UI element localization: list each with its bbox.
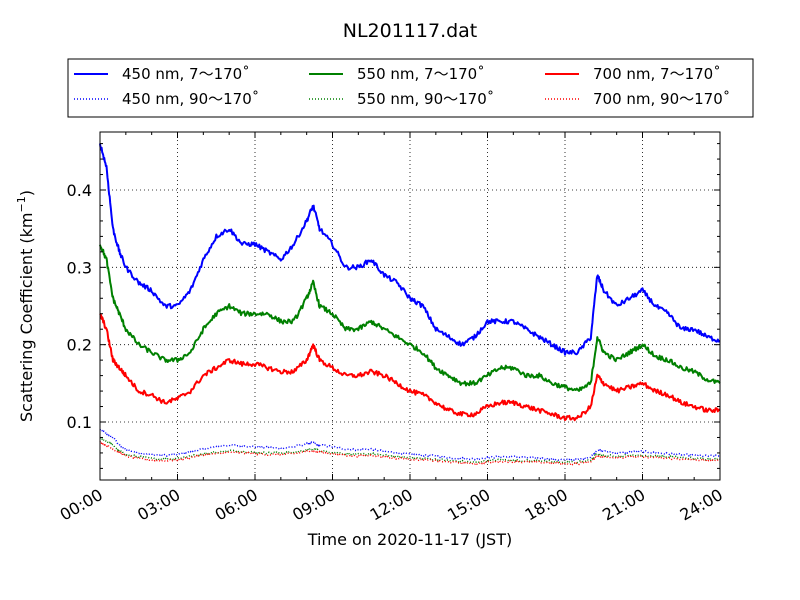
x-tick-label: 21:00 xyxy=(599,485,648,525)
legend-label: 450 nm, 7～170˚ xyxy=(122,65,250,83)
x-tick-label: 24:00 xyxy=(677,485,726,525)
x-tick-label: 18:00 xyxy=(522,485,571,525)
x-tick-label: 00:00 xyxy=(57,485,106,525)
y-tick-label: 0.1 xyxy=(67,413,92,432)
legend-label: 700 nm, 90～170˚ xyxy=(593,90,730,108)
y-tick-labels: 0.1 0.2 0.3 0.4 xyxy=(67,181,92,432)
legend-label: 550 nm, 90～170˚ xyxy=(357,90,494,108)
x-tick-label: 09:00 xyxy=(289,485,338,525)
chart-title: NL201117.dat xyxy=(343,20,478,42)
legend-label: 700 nm, 7～170˚ xyxy=(593,65,721,83)
legend-label: 450 nm, 90～170˚ xyxy=(122,90,259,108)
legend-frame xyxy=(67,58,754,118)
series-line xyxy=(99,313,721,422)
x-tick-label: 06:00 xyxy=(212,485,261,525)
x-axis-label: Time on 2020-11-17 (JST) xyxy=(307,530,512,549)
x-tick-labels: 00:00 03:00 06:00 09:00 12:00 15:00 18:00 21:00… xyxy=(57,485,726,525)
series-line xyxy=(99,436,721,464)
y-tick-label: 0.4 xyxy=(67,181,92,200)
x-tick-label: 15:00 xyxy=(444,485,493,525)
series-line xyxy=(99,143,721,356)
y-axis-label: Scattering Coefficient (km−1) xyxy=(15,190,36,422)
series-line xyxy=(99,428,720,462)
plot-frame xyxy=(99,131,721,481)
legend: 450 nm, 7～170˚ 550 nm, 7～170˚ 700 nm, 7～17… xyxy=(67,58,754,118)
grid xyxy=(100,132,720,480)
series-line xyxy=(99,244,721,392)
x-tick-label: 03:00 xyxy=(134,485,183,525)
series-layer xyxy=(99,143,721,466)
y-axis-label-exponent: −1 xyxy=(15,196,28,212)
y-axis-label-suffix: ) xyxy=(17,190,36,196)
y-tick-label: 0.3 xyxy=(67,258,92,277)
legend-label: 550 nm, 7～170˚ xyxy=(357,65,485,83)
x-tick-label: 12:00 xyxy=(367,485,416,525)
plot-area xyxy=(99,131,721,481)
y-axis-label-main: Scattering Coefficient (km xyxy=(17,212,36,422)
y-tick-label: 0.2 xyxy=(67,336,92,355)
